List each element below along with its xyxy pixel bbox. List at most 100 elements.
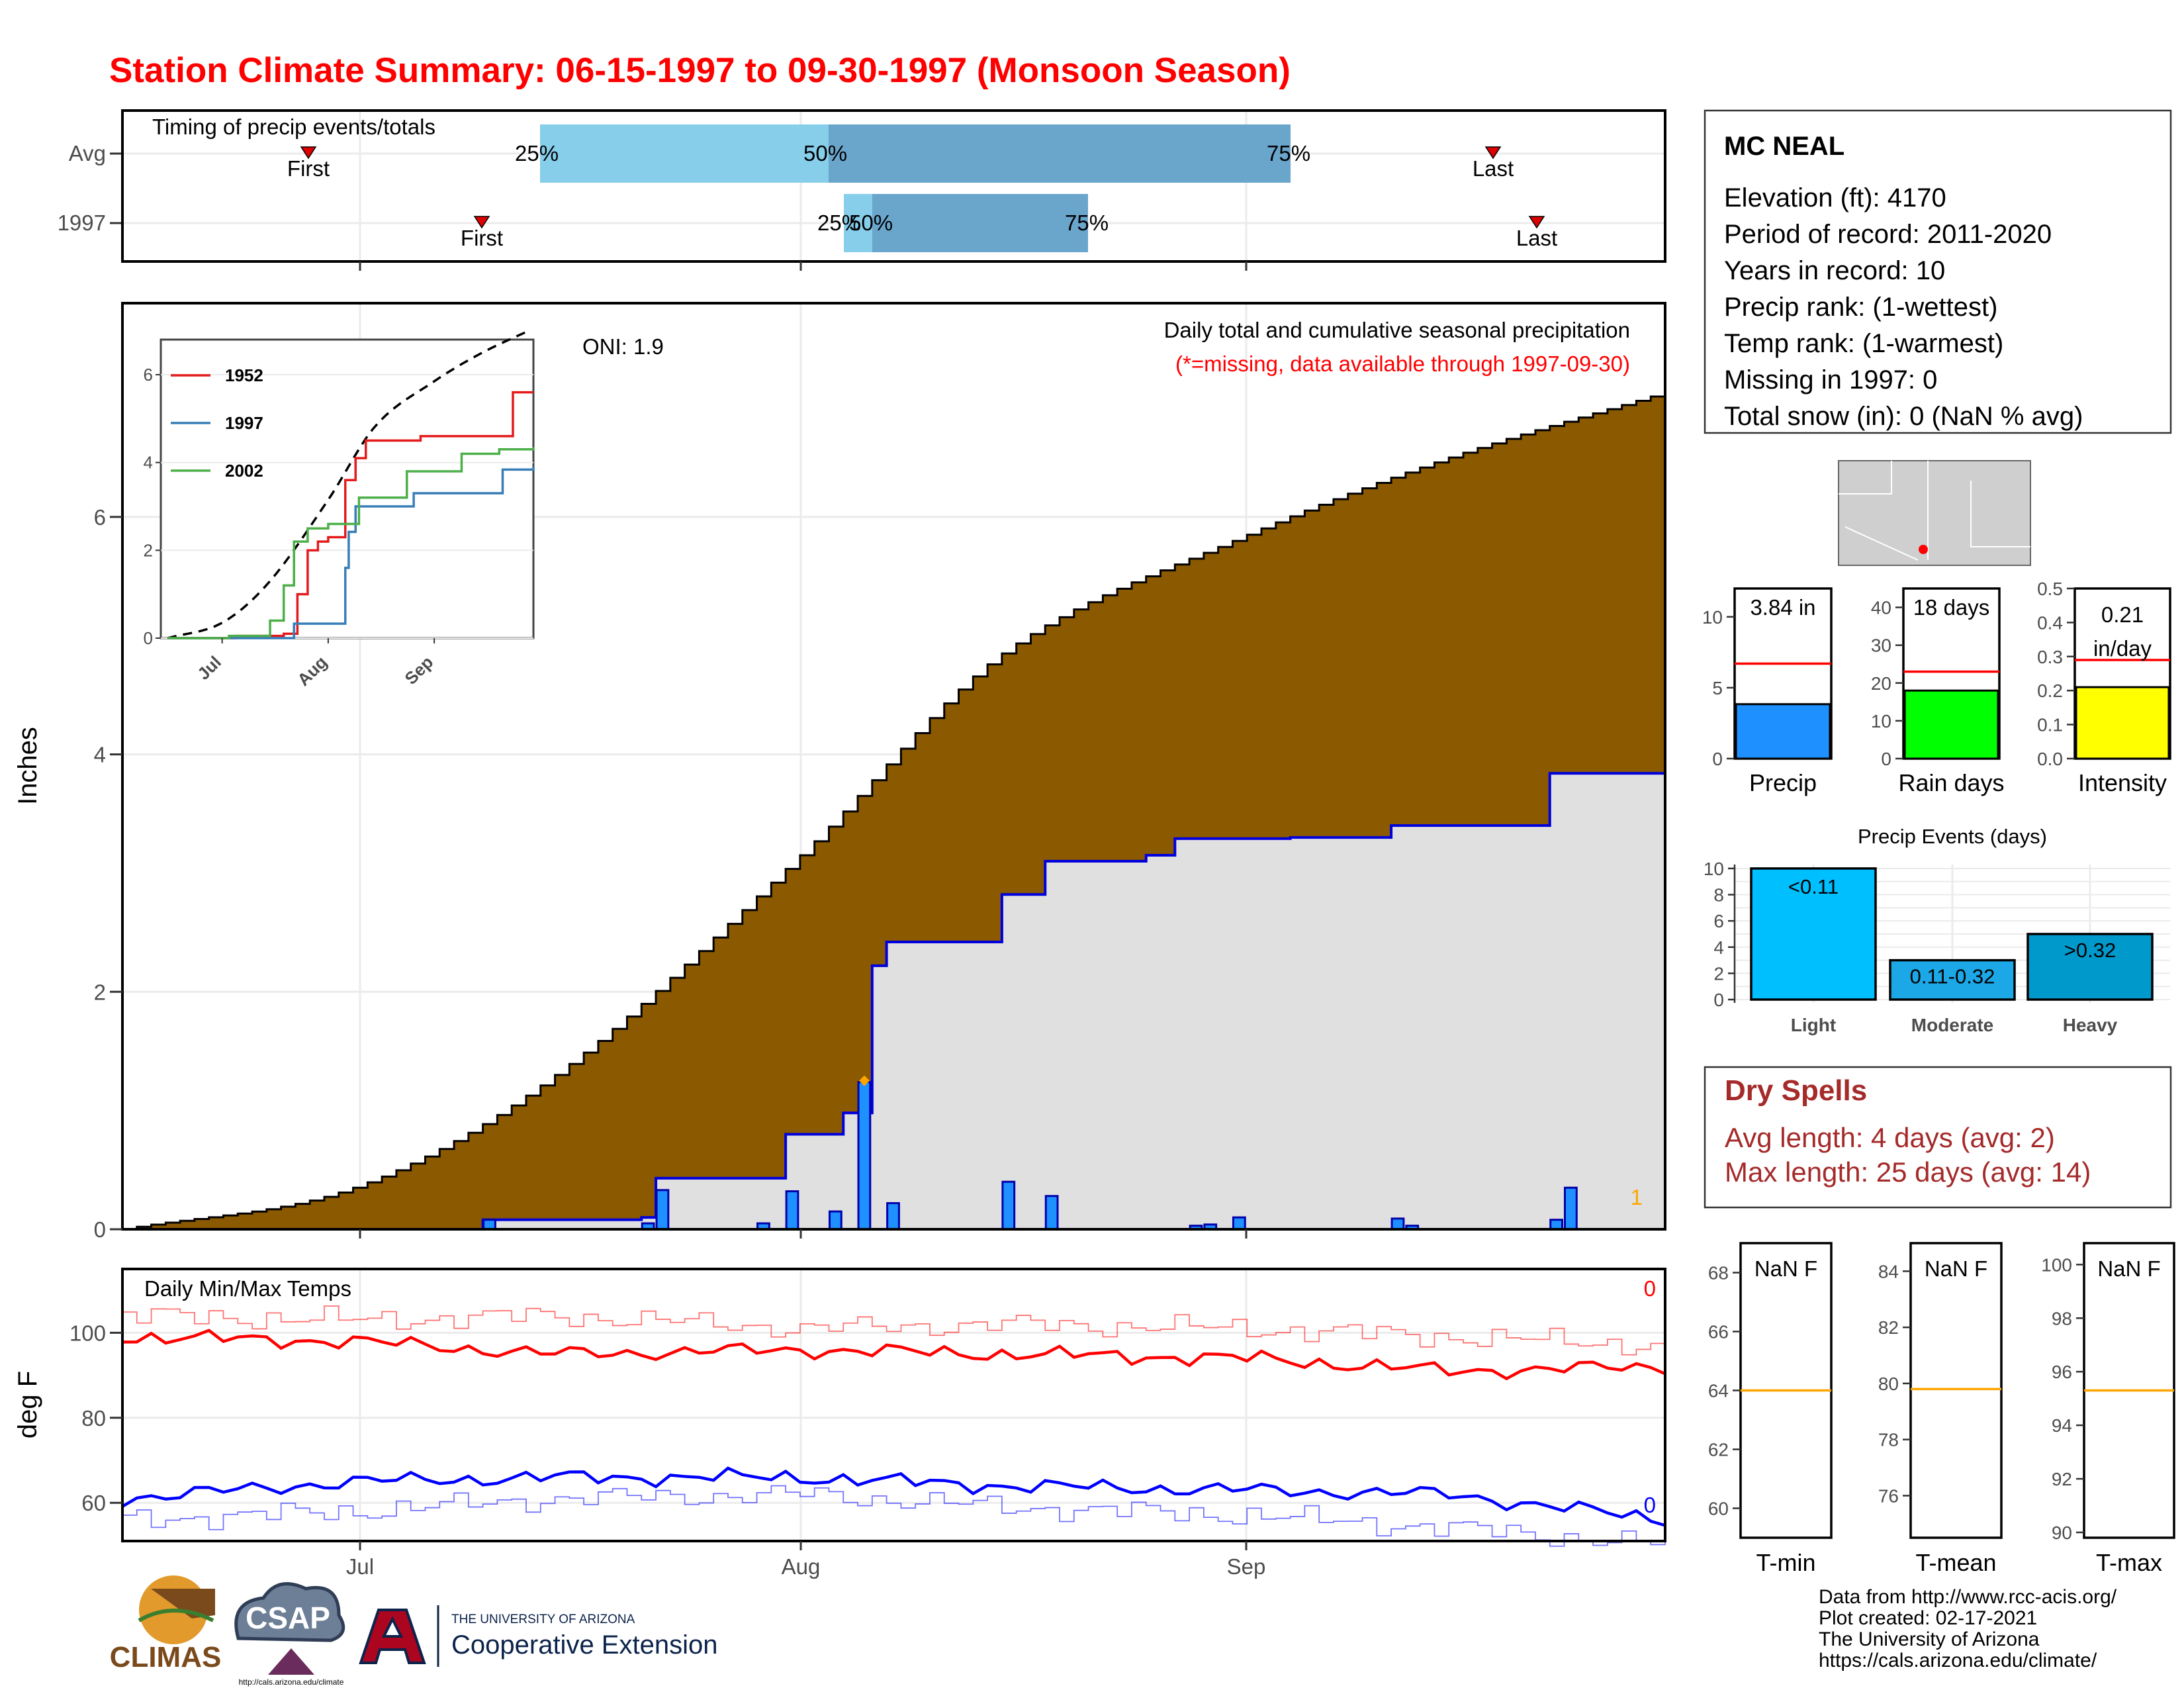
tmin-observed-line [121,1466,1666,1527]
daily-precip-bar [1044,1195,1059,1231]
ua-logo-small-text: THE UNIVERSITY OF ARIZONA [451,1613,635,1626]
first-event-marker [473,216,490,229]
summary-y-tick-label: 10 [1702,607,1723,628]
dry-spells-box [1704,1066,2172,1209]
x-tick-label: Jul [346,1554,374,1579]
event-category-label: Moderate [1911,1015,1993,1035]
station-info-line: Precip rank: (1-wettest) [1724,293,1997,322]
tmax-average-line [122,1305,1666,1356]
quantile-bar-25-50 [844,194,872,252]
summary-value-label: 3.84 in [1750,595,1815,620]
daily-precip-bar [1232,1216,1246,1231]
temp-box-y-tick-label: 78 [1878,1430,1899,1450]
temp-box-y-tick-label: 92 [2052,1469,2072,1489]
temp-box-y-tick-label: 94 [2052,1415,2072,1436]
p50-label: 50% [803,141,847,165]
last-event-marker [1484,146,1502,160]
summary-y-tick-label: 0 [1881,749,1891,769]
station-info-line: Years in record: 10 [1724,256,1945,285]
precip-panel-border [121,302,1666,1231]
temp-box-y-tick-label: 66 [1708,1322,1729,1342]
legend-label: 2002 [225,461,263,481]
summary-y-tick-label: 40 [1871,598,1891,618]
summary-value-bar [2075,686,2170,760]
summary-value-label: 18 days [1913,595,1990,620]
footer-line: https://cals.arizona.edu/climate/ [1819,1650,2097,1671]
daily-precip-bar [1390,1217,1405,1231]
temp-box-y-tick-label: 96 [2052,1362,2072,1382]
tmax-observed-line [122,1329,1666,1381]
climas-logo-arc [138,1609,214,1622]
last-label: Last [1516,226,1557,250]
event-bar-label: <0.11 [1788,875,1839,898]
ua-logo-a [359,1609,426,1664]
temp-box-value-label: NaN F [2097,1256,2160,1281]
quantile-bar-25-50 [540,124,829,183]
station-name: MC NEAL [1724,132,1844,161]
summary-y-tick-label: 0.1 [2037,715,2063,735]
temp-box-y-tick-label: 80 [1878,1374,1899,1394]
timing-row-label: 1997 [58,211,106,235]
inset-series-1997 [167,467,535,639]
summary-y-tick-label: 30 [1871,635,1891,656]
p50-label: 50% [849,211,893,235]
timing-panel-border [121,109,1666,263]
oni-label: ONI: 1.9 [582,334,664,359]
p75-label: 75% [1065,211,1109,235]
event-bar-label: 0.11-0.32 [1910,965,1995,988]
summary-bar-name: Rain days [1898,769,2004,796]
temp-summary-box [1909,1242,2003,1539]
summary-y-tick-label: 0.5 [2037,579,2063,599]
temp-box-y-tick-label: 82 [1878,1317,1899,1338]
station-info-line: Temp rank: (1-warmest) [1724,329,2003,358]
inset-series-2002 [167,447,535,639]
event-category-label: Heavy [2063,1015,2118,1035]
summary-y-tick-label: 0.3 [2037,647,2063,667]
timing-row-label: Avg [69,141,106,165]
precip-y-axis-label: Inches [13,727,42,805]
dry-spells-avg: Avg length: 4 days (avg: 2) [1725,1122,2055,1153]
dry-spells-title: Dry Spells [1725,1074,1867,1107]
station-info-line: Elevation (ft): 4170 [1724,183,1946,212]
inset-series-1952 [167,391,533,639]
station-info-line: Period of record: 2011-2020 [1724,220,2052,249]
inset-y-tick-label: 4 [144,453,153,473]
summary-y-tick-label: 20 [1871,673,1891,694]
temps-panel-border [121,1268,1666,1542]
y-tick-label: 6 [94,505,106,530]
station-info-line: Missing in 1997: 0 [1724,365,1937,395]
daily-precip-bar [857,1081,872,1231]
climas-logo-text: CLIMAS [110,1641,222,1673]
temp-box-y-tick-label: 98 [2052,1308,2072,1329]
temp-box-value-label: NaN F [1925,1256,1987,1281]
state-borders [1839,461,2030,561]
summary-y-tick-label: 10 [1871,711,1891,731]
inset-y-tick-label: 0 [144,628,153,648]
temp-y-tick-label: 60 [81,1491,106,1515]
daily-precip-bar [655,1189,670,1231]
summary-y-tick-label: 0 [1712,749,1723,769]
timing-panel-label: Timing of precip events/totals [152,115,435,139]
temps-panel-label: Daily Min/Max Temps [144,1276,351,1301]
y-tick-label: 2 [94,980,106,1004]
daily-precip-bar [1549,1219,1564,1231]
first-label: First [287,156,330,181]
ua-logo-big-text: Cooperative Extension [451,1630,717,1660]
last-event-marker [1528,216,1545,229]
x-tick-label: Aug [782,1554,821,1579]
events-y-tick-label: 8 [1713,885,1724,906]
footer-line: The University of Arizona [1819,1628,2040,1650]
station-info-box [1704,109,2172,434]
legend-label: 1997 [225,413,263,433]
last-label: Last [1473,156,1514,181]
temp-box-y-tick-label: 60 [1708,1499,1729,1519]
summary-value-bar [1735,703,1831,760]
events-y-tick-label: 2 [1713,963,1724,984]
events-y-tick-label: 0 [1713,990,1724,1010]
p25-label: 25% [515,141,559,165]
first-label: First [461,226,503,250]
temp-y-tick-label: 80 [81,1406,106,1430]
temps-panel-bg [122,1269,1665,1541]
station-location-marker [1919,545,1928,554]
daily-precip-bar [886,1202,900,1231]
